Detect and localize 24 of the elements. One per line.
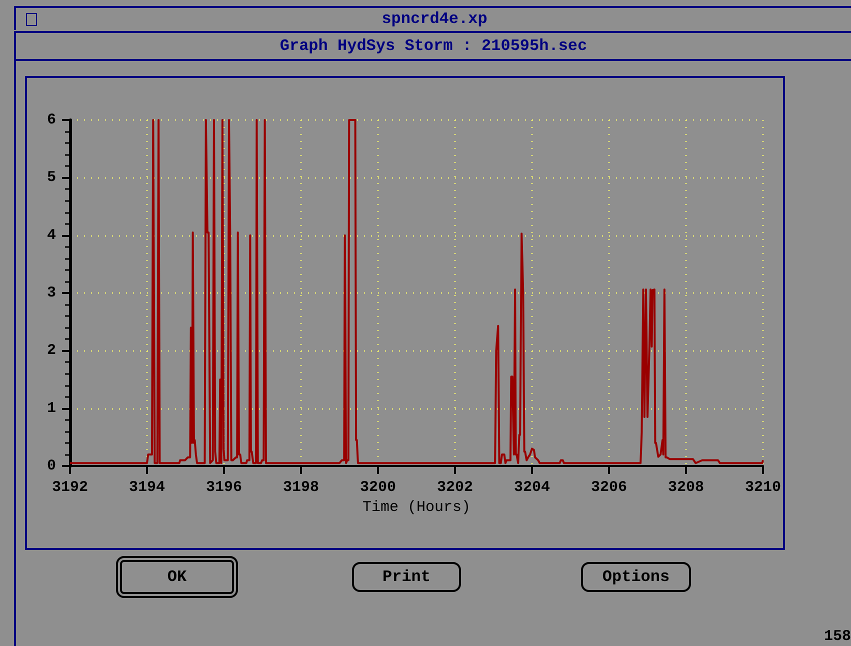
- chart-subtitle: spncrd4e.xp: [14, 6, 851, 30]
- y-tick-label: 1: [46, 400, 56, 417]
- x-tick-label: 3196: [206, 479, 242, 496]
- y-tick-label: 3: [46, 284, 56, 302]
- x-tick-label: 3208: [668, 479, 704, 496]
- y-tick-label: 0: [46, 458, 56, 474]
- x-tick-label: 3206: [590, 479, 628, 496]
- x-tick-label: 3204: [514, 479, 550, 496]
- push-button: Print: [352, 562, 461, 592]
- y-tick-label: 6: [46, 112, 56, 128]
- y-tick-label: 4: [46, 226, 56, 244]
- x-tick-label: 3202: [436, 479, 474, 496]
- x-axis-title: Time (Hours): [362, 498, 471, 516]
- x-tick-label: 3192: [52, 479, 88, 496]
- push-button: OK: [116, 556, 238, 598]
- text: 158: [824, 628, 851, 645]
- x-tick-label: 3198: [282, 479, 320, 496]
- x-tick-label: 3194: [128, 479, 166, 496]
- y-tick-label: 5: [46, 169, 56, 186]
- chart-title: Graph HydSys Storm : 210595h.sec: [272, 37, 596, 55]
- push-button: Options: [581, 562, 691, 592]
- x-tick-label: 3200: [360, 479, 396, 496]
- y-tick-label: 2: [46, 342, 56, 360]
- x-tick-label: 3210: [744, 479, 782, 496]
